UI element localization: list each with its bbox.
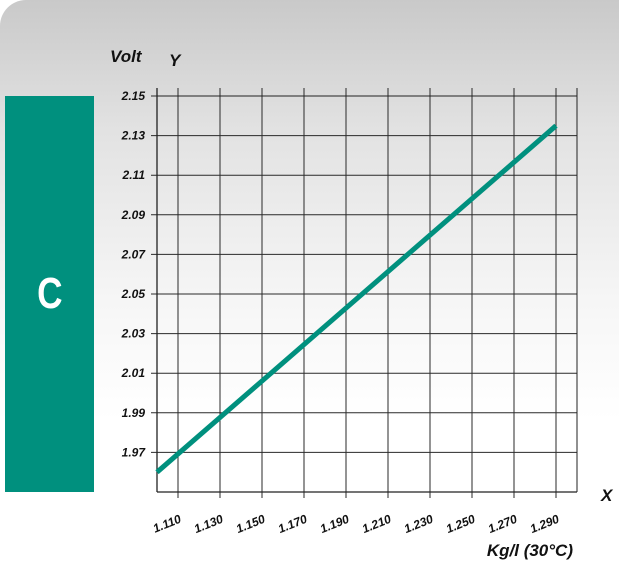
x-tick-label: 1.170 xyxy=(276,512,309,536)
section-letter: C xyxy=(36,269,63,318)
x-axis-title: Kg/l (30°C) xyxy=(487,541,573,560)
y-tick-labels: 2.15 2.13 2.11 2.09 2.07 2.05 2.03 2.01 1.99 1.97 xyxy=(121,89,147,459)
y-axis-title: Volt xyxy=(110,47,143,66)
y-tick-label: 2.01 xyxy=(121,366,146,380)
y-axis-letter: Y xyxy=(169,51,182,70)
y-tick-label: 2.15 xyxy=(121,89,146,103)
y-tick-label: 2.11 xyxy=(122,168,146,182)
y-tick-label: 1.99 xyxy=(122,406,146,420)
chart-series xyxy=(155,123,558,475)
series-line xyxy=(155,123,558,475)
x-tick-label: 1.270 xyxy=(486,512,519,536)
x-tick-label: 1.290 xyxy=(528,512,561,536)
y-tick-label: 2.03 xyxy=(121,327,146,341)
y-tick-label: 2.09 xyxy=(121,208,146,222)
chart-grid xyxy=(151,88,578,498)
x-tick-label: 1.190 xyxy=(318,512,351,536)
x-tick-label: 1.110 xyxy=(151,512,184,536)
x-tick-label: 1.250 xyxy=(444,512,477,536)
x-tick-label: 1.210 xyxy=(360,512,393,536)
y-tick-label: 1.97 xyxy=(122,445,147,459)
x-tick-labels: 1.110 1.130 1.150 1.170 1.190 1.210 1.230 1.250… xyxy=(151,512,562,536)
y-tick-label: 2.05 xyxy=(121,287,146,301)
y-tick-label: 2.07 xyxy=(121,247,147,261)
section-tab: C xyxy=(5,96,94,492)
x-axis-letter: X xyxy=(600,486,614,505)
x-tick-label: 1.150 xyxy=(234,512,267,536)
x-tick-label: 1.130 xyxy=(192,512,225,536)
y-tick-label: 2.13 xyxy=(121,129,146,143)
x-tick-label: 1.230 xyxy=(402,512,435,536)
